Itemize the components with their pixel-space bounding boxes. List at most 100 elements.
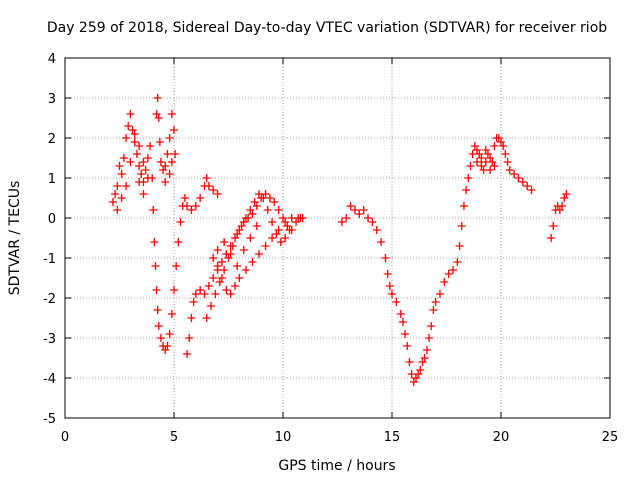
data-point (130, 130, 139, 138)
data-point (431, 298, 440, 306)
data-point (204, 282, 213, 290)
data-point (385, 282, 394, 290)
data-point (449, 266, 458, 274)
data-point (276, 238, 285, 246)
data-point (281, 218, 290, 226)
data-point (440, 278, 449, 286)
data-point (477, 154, 486, 162)
data-point (122, 182, 131, 190)
data-point (285, 226, 294, 234)
data-series (108, 94, 571, 386)
data-point (274, 226, 283, 234)
data-point (457, 222, 466, 230)
data-point (241, 214, 250, 222)
data-point (226, 290, 235, 298)
data-point (209, 274, 218, 282)
data-point (398, 318, 407, 326)
data-point (222, 286, 231, 294)
data-point (111, 190, 120, 198)
data-point (228, 242, 237, 250)
data-point (113, 182, 122, 190)
data-point (248, 258, 257, 266)
data-point (174, 238, 183, 246)
data-point (149, 206, 158, 214)
data-point (255, 250, 264, 258)
data-point (255, 190, 264, 198)
data-point (233, 230, 242, 238)
data-point (501, 150, 510, 158)
data-point (207, 302, 216, 310)
data-point (108, 198, 117, 206)
data-point (187, 206, 196, 214)
data-point (152, 286, 161, 294)
data-point (416, 366, 425, 374)
data-point (217, 274, 226, 282)
data-point (202, 314, 211, 322)
x-tick-label: 0 (61, 430, 69, 445)
data-point (117, 194, 126, 202)
data-point (350, 206, 359, 214)
data-point (165, 170, 174, 178)
data-point (359, 206, 368, 214)
data-point (165, 330, 174, 338)
data-point (405, 358, 414, 366)
data-point (137, 170, 146, 178)
data-point (213, 262, 222, 270)
data-point (246, 234, 255, 242)
data-point (381, 254, 390, 262)
data-point (239, 246, 248, 254)
data-point (250, 198, 259, 206)
data-point (143, 174, 152, 182)
data-point (153, 306, 162, 314)
data-point (132, 150, 141, 158)
data-point (246, 206, 255, 214)
x-tick-label: 25 (602, 430, 619, 445)
data-point (135, 178, 144, 186)
data-point (270, 198, 279, 206)
data-point (202, 174, 211, 182)
x-tick-label: 10 (275, 430, 292, 445)
data-point (117, 170, 126, 178)
data-point (154, 322, 163, 330)
data-point (372, 226, 381, 234)
data-point (464, 174, 473, 182)
data-point (503, 158, 512, 166)
y-tick-label: -2 (43, 292, 56, 307)
y-tick-label: -5 (43, 412, 56, 427)
data-point (226, 250, 235, 258)
data-point (170, 126, 178, 134)
data-point (146, 142, 155, 150)
data-point (435, 290, 444, 298)
data-point (171, 150, 180, 158)
data-point (139, 190, 148, 198)
data-point (422, 346, 431, 354)
data-point (514, 174, 523, 182)
data-point (462, 186, 471, 194)
data-point (161, 162, 170, 170)
data-point (151, 262, 160, 270)
data-point (259, 194, 268, 202)
data-point (167, 158, 176, 166)
data-point (547, 234, 556, 242)
data-point (425, 334, 434, 342)
data-point (392, 298, 401, 306)
data-point (241, 266, 250, 274)
data-point (510, 170, 519, 178)
y-tick-label: -3 (43, 332, 56, 347)
x-axis-label: GPS time / hours (278, 458, 395, 474)
data-point (156, 158, 165, 166)
data-point (558, 202, 567, 210)
data-point (204, 182, 213, 190)
data-point (473, 158, 482, 166)
data-point (191, 290, 200, 298)
data-point (499, 142, 508, 150)
y-tick-label: 0 (48, 212, 56, 227)
axis-ticks: 0 5 10 15 20 25 -5 -4 -3 -2 -1 0 1 2 3 4 (43, 52, 618, 445)
data-point (401, 330, 410, 338)
data-point (220, 238, 229, 246)
data-point (130, 138, 139, 146)
data-point (180, 194, 189, 202)
data-point (237, 222, 246, 230)
data-point (143, 154, 152, 162)
